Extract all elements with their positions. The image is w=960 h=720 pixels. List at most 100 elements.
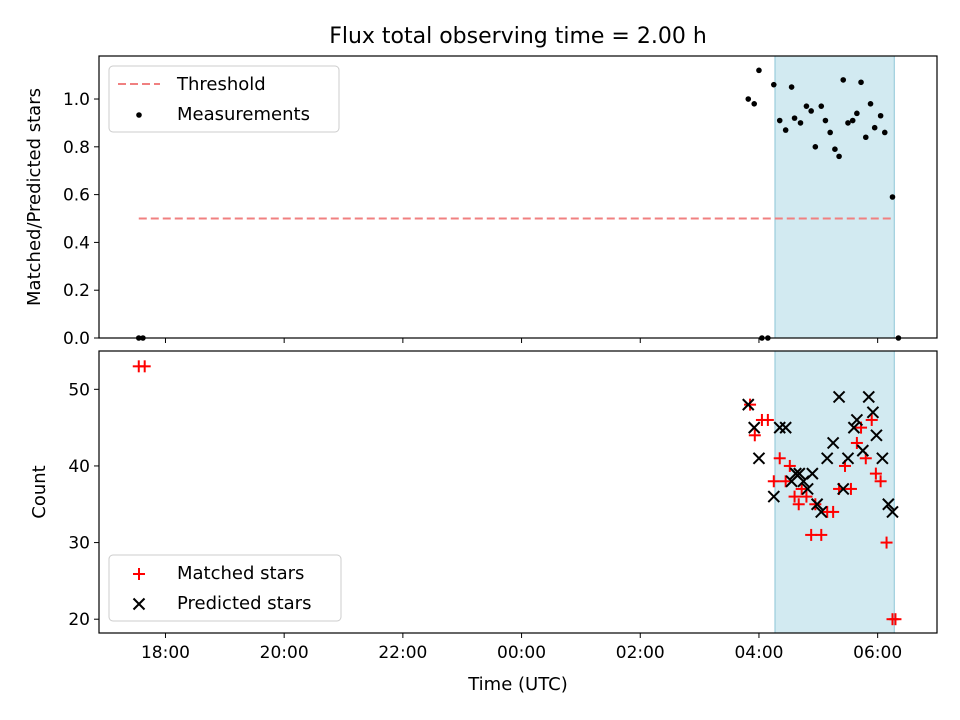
top-y-tick-label: 0.6 xyxy=(63,186,90,206)
predicted-star-point xyxy=(886,505,899,519)
matched-star-point xyxy=(827,505,840,518)
predicted-star-point xyxy=(752,452,766,465)
top-y-tick-label: 1.0 xyxy=(63,90,90,110)
predicted-star-stroke xyxy=(747,421,761,434)
matched-star-point xyxy=(792,498,805,511)
measurement-point xyxy=(818,103,825,109)
predicted-star-stroke xyxy=(801,482,814,496)
measurement-point xyxy=(877,112,884,119)
matched-star-point xyxy=(788,490,801,503)
predicted-star-stroke xyxy=(837,482,850,496)
matched-star-point xyxy=(889,613,902,626)
predicted-star-stroke xyxy=(882,498,895,511)
measurement-point xyxy=(812,144,819,150)
bot-y-tick-label: 20 xyxy=(68,610,90,630)
matched-star-point xyxy=(815,528,828,541)
predicted-star-stroke xyxy=(876,452,889,465)
matched-star-point xyxy=(779,475,792,488)
measurement-point xyxy=(808,108,814,114)
predicted-legend-label: Predicted stars xyxy=(177,593,311,614)
measurement-point xyxy=(782,127,789,133)
measurement-point xyxy=(797,120,804,126)
matched-star-point xyxy=(869,467,882,480)
top-observing-span xyxy=(774,55,895,339)
x-axis-label: Time (UTC) xyxy=(467,674,568,695)
predicted-star-point xyxy=(862,390,875,404)
count-y-axis-label: Count xyxy=(29,465,50,518)
measurement-point xyxy=(854,110,860,117)
matched-star-point xyxy=(795,482,808,495)
predicted-star-stroke xyxy=(862,390,875,404)
matched-star-point xyxy=(874,475,887,488)
matched-star-point xyxy=(773,452,786,465)
measurement-point xyxy=(751,100,758,107)
bot-y-tick-label: 40 xyxy=(68,457,90,477)
predicted-star-point xyxy=(832,390,846,404)
measurement-point xyxy=(788,84,795,90)
matched-star-point xyxy=(805,528,818,541)
matched-legend-label: Matched stars xyxy=(177,563,304,584)
predicted-star-point xyxy=(815,505,828,519)
measurement-point xyxy=(827,129,833,136)
x-tick-label: 02:00 xyxy=(616,643,665,663)
measurement-point xyxy=(849,117,856,124)
predicted-star-point xyxy=(820,452,834,465)
predicted-star-point xyxy=(856,444,870,457)
matched-star-point xyxy=(767,475,780,488)
predicted-star-point xyxy=(793,467,806,480)
predicted-star-point xyxy=(779,421,792,434)
matched-star-point xyxy=(865,413,878,426)
predicted-star-point xyxy=(747,421,761,434)
measurement-point xyxy=(745,96,752,102)
matched-legend-swatch xyxy=(133,568,145,580)
predicted-star-stroke xyxy=(767,490,780,503)
top-y-tick-label: 0.4 xyxy=(63,233,90,253)
measurement-point xyxy=(881,129,888,136)
top-y-tick-label: 0.2 xyxy=(63,281,90,301)
x-tick-label: 06:00 xyxy=(853,643,902,663)
predicted-star-stroke xyxy=(856,444,870,457)
ratio-legend-box xyxy=(108,65,340,133)
predicted-star-stroke xyxy=(806,467,819,480)
matched-star-point xyxy=(850,436,863,449)
predicted-star-stroke xyxy=(810,498,824,511)
threshold-legend-label: Threshold xyxy=(176,74,266,95)
matched-star-point xyxy=(783,459,796,472)
predicted-star-point xyxy=(767,490,780,503)
predicted-legend-swatch xyxy=(132,597,146,611)
count-legend: Matched stars Predicted stars xyxy=(108,554,342,622)
predicted-star-stroke xyxy=(847,421,861,434)
predicted-star-stroke xyxy=(850,413,864,427)
matched-star-point xyxy=(744,398,757,411)
x-tick-label: 20:00 xyxy=(260,643,309,663)
predicted-star-point xyxy=(882,498,895,511)
bot-y-tick-label: 30 xyxy=(68,534,90,554)
measurement-point xyxy=(845,120,851,126)
predicted-star-stroke xyxy=(820,452,834,465)
predicted-star-point xyxy=(866,406,880,419)
predicted-star-point xyxy=(876,452,889,465)
predicted-star-point xyxy=(870,429,883,442)
predicted-star-stroke xyxy=(742,398,755,411)
predicted-star-stroke xyxy=(866,406,880,419)
matched-star-point xyxy=(880,536,893,549)
top-y-tick-label: 0.8 xyxy=(63,138,90,158)
matched-star-point xyxy=(844,482,857,495)
predicted-star-point xyxy=(847,421,861,434)
predicted-star-stroke xyxy=(752,452,766,465)
count-legend-box xyxy=(108,554,342,622)
predicted-star-stroke xyxy=(826,436,840,450)
predicted-star-point xyxy=(841,452,855,465)
measurement-point xyxy=(770,81,777,88)
matched-star-point xyxy=(748,429,761,442)
predicted-star-stroke xyxy=(793,467,806,480)
bot-y-tick-label: 50 xyxy=(68,380,90,400)
predicted-star-point xyxy=(801,482,814,496)
x-tick-label: 18:00 xyxy=(141,643,190,663)
measurement-point xyxy=(756,67,762,74)
matched-star-point xyxy=(800,490,813,503)
predicted-star-point xyxy=(826,436,840,450)
measurement-point xyxy=(776,117,783,124)
matched-star-point xyxy=(761,413,774,426)
